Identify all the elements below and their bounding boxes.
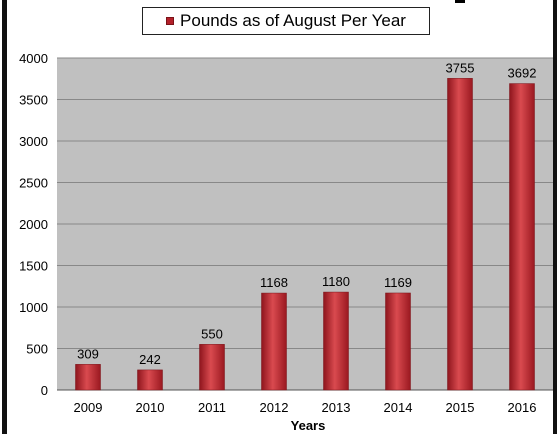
bar-2010 — [137, 369, 163, 391]
y-tick-label: 3000 — [19, 134, 48, 149]
legend-swatch-icon — [166, 17, 175, 25]
bar-2016 — [509, 83, 535, 391]
data-label: 3692 — [508, 66, 537, 81]
right-frame-border — [553, 0, 557, 434]
y-tick-label: 2000 — [19, 217, 48, 232]
y-tick-label: 1000 — [19, 300, 48, 315]
y-tick-label: 1500 — [19, 259, 48, 274]
data-label: 1180 — [322, 274, 350, 289]
data-label: 1169 — [384, 275, 412, 290]
x-axis-title: Years — [291, 418, 326, 433]
clipped-title-fragment — [455, 0, 465, 3]
bar-2011 — [199, 344, 225, 391]
x-tick-label: 2014 — [384, 400, 413, 415]
x-tick-label: 2010 — [136, 400, 165, 415]
legend-label: Pounds as of August Per Year — [180, 11, 406, 30]
bar-2014 — [385, 292, 411, 391]
data-label: 3755 — [446, 60, 475, 75]
bar-2013 — [323, 291, 349, 391]
x-tick-label: 2012 — [260, 400, 289, 415]
bar-2015 — [447, 78, 473, 391]
x-tick-label: 2016 — [508, 400, 537, 415]
data-label: 1168 — [260, 275, 288, 290]
data-label: 550 — [201, 326, 223, 341]
chart-legend: Pounds as of August Per Year — [142, 7, 430, 35]
bar-2012 — [261, 292, 287, 391]
y-tick-label: 3500 — [19, 93, 48, 108]
y-tick-label: 500 — [26, 342, 48, 357]
data-label: 242 — [139, 352, 161, 367]
y-tick-label: 0 — [41, 383, 48, 398]
left-frame-border — [2, 0, 7, 434]
bar-2009 — [75, 364, 101, 391]
x-tick-label: 2009 — [74, 400, 103, 415]
data-label: 309 — [77, 346, 99, 361]
y-tick-label: 4000 — [19, 51, 48, 66]
x-tick-label: 2011 — [198, 400, 226, 415]
x-tick-label: 2015 — [446, 400, 475, 415]
x-tick-label: 2013 — [322, 400, 351, 415]
y-tick-label: 2500 — [19, 176, 48, 191]
